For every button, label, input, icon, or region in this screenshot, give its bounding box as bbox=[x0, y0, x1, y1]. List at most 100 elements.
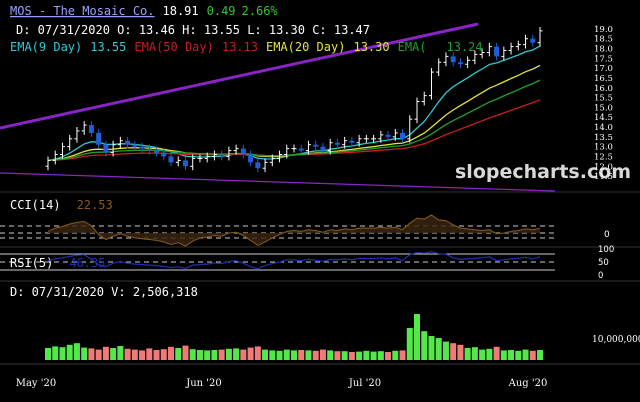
x-axis-label: Jun '20 bbox=[185, 378, 222, 389]
volume-bar bbox=[124, 348, 131, 360]
candle-up bbox=[175, 156, 181, 167]
symbol-title[interactable]: MOS - The Mosaic Co. bbox=[10, 4, 155, 18]
volume-bar bbox=[479, 349, 486, 360]
rsi-value: 46.35 bbox=[69, 256, 105, 270]
candle-body bbox=[219, 154, 225, 157]
rsi-label: RSI(5) bbox=[10, 256, 53, 270]
candle-body bbox=[457, 62, 463, 65]
candle-up bbox=[515, 40, 521, 51]
candle-up bbox=[284, 144, 290, 159]
trendlines bbox=[0, 22, 556, 192]
candles bbox=[45, 26, 543, 173]
candle-up bbox=[327, 138, 333, 155]
x-axis: May '20 Jun '20 Jul '20 Aug '20 bbox=[16, 378, 548, 389]
volume-bar bbox=[291, 350, 297, 360]
candle-body bbox=[385, 134, 391, 137]
candle-up bbox=[486, 42, 492, 57]
price-tick-label: 15.5 bbox=[594, 94, 613, 104]
volume-bar bbox=[421, 331, 428, 360]
candle-body bbox=[349, 140, 355, 143]
candle-up bbox=[226, 146, 232, 161]
volume-bar bbox=[269, 350, 276, 360]
candle-up bbox=[190, 154, 196, 171]
volume-bar bbox=[110, 348, 117, 360]
candle-up bbox=[421, 91, 427, 106]
candle-down bbox=[139, 142, 145, 153]
candle-down bbox=[125, 136, 131, 149]
volume-bar bbox=[515, 350, 522, 360]
volume-bar bbox=[262, 349, 269, 360]
candle-up bbox=[501, 46, 507, 61]
candle-down bbox=[400, 128, 406, 143]
candle-body bbox=[132, 144, 138, 147]
candle-up bbox=[523, 34, 529, 49]
price-tick-label: 14.0 bbox=[594, 123, 613, 133]
volume-bar bbox=[312, 350, 319, 360]
volume-bar bbox=[363, 350, 370, 360]
candle-up bbox=[197, 154, 203, 163]
candle-down bbox=[161, 148, 167, 161]
candle-up bbox=[45, 156, 51, 171]
volume-bar bbox=[450, 343, 457, 360]
candle-up bbox=[479, 48, 485, 59]
volume-bar bbox=[435, 338, 442, 360]
candle-body bbox=[182, 160, 188, 167]
volume-bar bbox=[508, 350, 515, 360]
volume-bar bbox=[204, 350, 211, 360]
volume-bar bbox=[493, 346, 500, 360]
candle-up bbox=[67, 134, 73, 151]
cci-polyline bbox=[47, 214, 541, 247]
volume-bar bbox=[196, 350, 203, 360]
candle-up bbox=[508, 42, 514, 55]
candle-body bbox=[255, 162, 261, 169]
volume-bar bbox=[392, 350, 399, 360]
candle-body bbox=[320, 146, 326, 151]
candle-down bbox=[168, 152, 174, 167]
candle-body bbox=[125, 140, 131, 145]
ema-extra-label: EMA( bbox=[398, 40, 427, 54]
candle-up bbox=[59, 142, 65, 159]
ema-long-line bbox=[47, 79, 541, 162]
candle-down bbox=[320, 142, 326, 155]
price-tick-label: 12.0 bbox=[594, 162, 613, 172]
volume-bar bbox=[81, 347, 88, 360]
volume-bar bbox=[102, 346, 109, 360]
candle-body bbox=[103, 144, 109, 153]
volume-bar bbox=[327, 350, 334, 360]
candle-body bbox=[248, 154, 254, 163]
volume-bar bbox=[529, 350, 536, 360]
volume-bar bbox=[276, 350, 283, 360]
volume-bar bbox=[59, 347, 66, 360]
ohlc-readout: D: 07/31/2020 O: 13.46 H: 13.55 L: 13.30… bbox=[16, 23, 370, 37]
volume-bar bbox=[95, 349, 102, 360]
candle-body bbox=[96, 132, 102, 145]
price-tick-label: 17.0 bbox=[594, 64, 613, 74]
volume-bar bbox=[428, 336, 435, 360]
volume-bars bbox=[45, 314, 543, 360]
candle-up bbox=[443, 52, 449, 67]
upper-trendline bbox=[0, 22, 479, 130]
candle-up bbox=[392, 128, 398, 141]
candle-up bbox=[117, 136, 123, 149]
candle-up bbox=[363, 134, 369, 143]
volume-bar bbox=[225, 348, 232, 360]
candle-up bbox=[371, 134, 377, 143]
candle-down bbox=[248, 150, 254, 167]
volume-bar bbox=[211, 350, 218, 360]
rsi-tick-label: 50 bbox=[598, 258, 609, 268]
candle-up bbox=[110, 140, 116, 157]
candle-body bbox=[530, 38, 536, 43]
volume-bar bbox=[45, 348, 51, 360]
candle-down bbox=[146, 144, 152, 155]
price-tick-label: 12.5 bbox=[594, 152, 613, 162]
candle-down bbox=[313, 140, 319, 151]
x-axis-label: May '20 bbox=[16, 378, 57, 389]
candle-up bbox=[52, 150, 58, 165]
volume-bar bbox=[385, 352, 392, 360]
candle-up bbox=[472, 50, 478, 65]
price-tick-label: 11.5 bbox=[594, 172, 613, 182]
volume-bar bbox=[356, 351, 363, 360]
ema9-label: EMA(9 Day) bbox=[10, 40, 82, 54]
candle-up bbox=[204, 152, 210, 163]
